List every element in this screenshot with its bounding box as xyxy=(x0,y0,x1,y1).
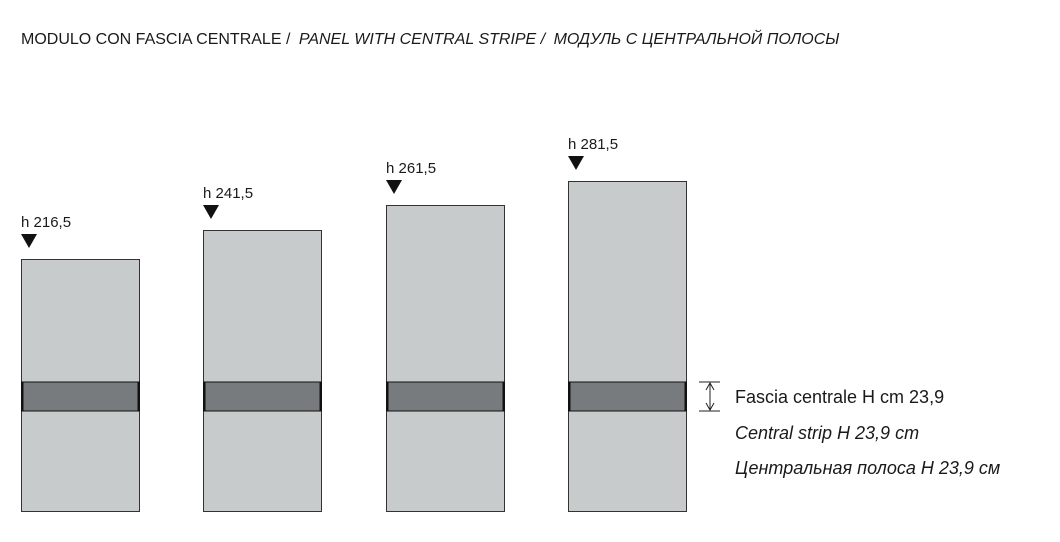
strip-edge xyxy=(684,382,687,411)
central-strip xyxy=(21,381,140,412)
panels: h 216,5 h 241,5 h 261,5 h 281,5 xyxy=(21,136,687,512)
panel xyxy=(203,230,322,512)
height-marker xyxy=(568,156,584,170)
panel xyxy=(568,181,687,512)
height-marker xyxy=(21,234,37,248)
height-label: h 216,5 xyxy=(21,214,71,231)
strip-edge xyxy=(502,382,505,411)
height-marker xyxy=(203,205,219,219)
legend-russian: Центральная полоса H 23,9 см xyxy=(735,458,1000,478)
height-marker xyxy=(386,180,402,194)
strip-edge xyxy=(386,382,389,411)
strip-edge xyxy=(568,382,571,411)
central-strip xyxy=(568,381,687,412)
title-russian: МОДУЛЬ С ЦЕНТРАЛЬНОЙ ПОЛОСЫ xyxy=(554,29,840,48)
central-strip xyxy=(203,381,322,412)
strip-edge xyxy=(203,382,206,411)
legend-english: Central strip H 23,9 cm xyxy=(735,423,919,443)
title-english: PANEL WITH CENTRAL STRIPE / xyxy=(299,31,547,48)
panel xyxy=(386,205,505,512)
strip-edge xyxy=(319,382,322,411)
height-label: h 281,5 xyxy=(568,136,618,153)
title-italian: MODULO CON FASCIA CENTRALE / xyxy=(21,31,291,48)
height-label: h 241,5 xyxy=(203,185,253,202)
height-label: h 261,5 xyxy=(386,160,436,177)
strip-edge xyxy=(137,382,140,411)
legend-italian: Fascia centrale H cm 23,9 xyxy=(735,387,944,407)
title: MODULO CON FASCIA CENTRALE / PANEL WITH … xyxy=(21,29,839,48)
central-strip xyxy=(386,381,505,412)
strip-edge xyxy=(21,382,24,411)
strip-dimension xyxy=(699,381,720,412)
